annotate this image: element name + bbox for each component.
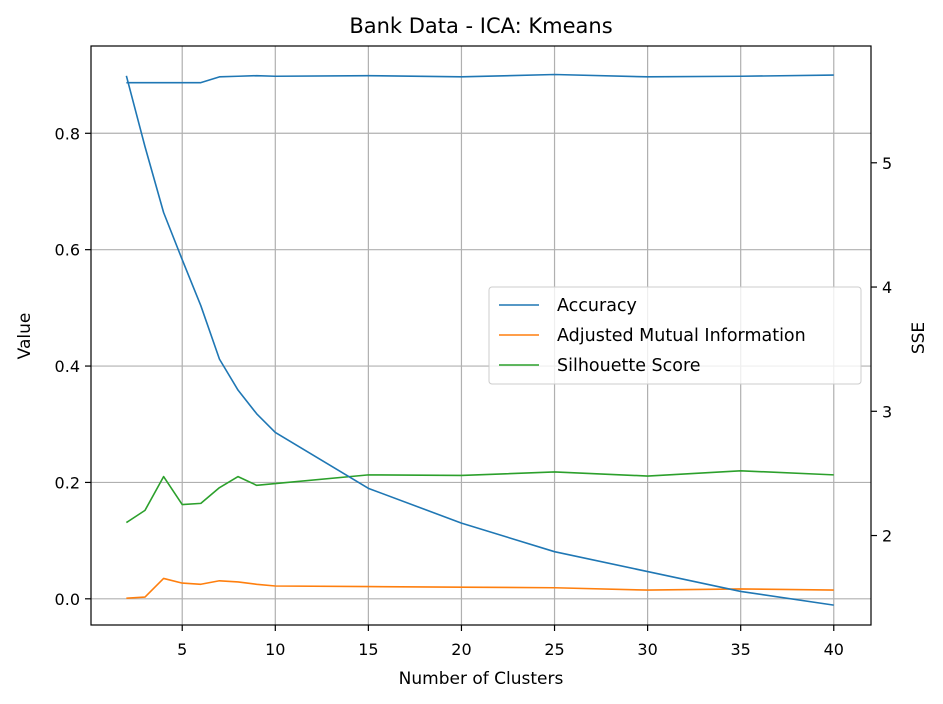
y2-tick-label: 4: [882, 278, 892, 297]
y2-tick-label: 5: [882, 154, 892, 173]
x-tick-label: 15: [358, 640, 378, 659]
series-line-sse: [125, 75, 834, 606]
x-tick-label: 10: [265, 640, 285, 659]
legend-label-silhouette-score: Silhouette Score: [557, 356, 701, 376]
x-axis-label: Number of Clusters: [399, 669, 564, 689]
series-line-adjusted-mutual-information: [126, 577, 834, 600]
x-tick-label: 40: [824, 640, 844, 659]
y-tick-label: 0.6: [55, 241, 80, 260]
y-tick-label: 0.0: [55, 590, 80, 609]
y2-tick-label: 2: [882, 527, 892, 546]
legend-label-accuracy: Accuracy: [557, 296, 637, 316]
y2-axis-label: SSE: [909, 322, 929, 354]
y2-tick-label: 3: [882, 402, 892, 421]
y-axis-label: Value: [15, 313, 35, 360]
series-line-silhouette-score: [125, 469, 834, 524]
x-tick-label: 35: [731, 640, 751, 659]
legend: Accuracy Adjusted Mutual Information Silho…: [488, 286, 862, 385]
legend-box: [488, 286, 862, 385]
chart-title: Bank Data - ICA: Kmeans: [349, 14, 612, 38]
y-tick-label: 0.4: [55, 357, 80, 376]
x-tick-label: 20: [451, 640, 471, 659]
x-tick-label: 5: [177, 640, 187, 659]
series-line-accuracy: [126, 73, 834, 84]
series-group: [125, 73, 834, 606]
y-axis: 0.0 0.2 0.4 0.6 0.8: [55, 124, 91, 609]
y-tick-label: 0.8: [55, 124, 80, 143]
y2-axis: 2 3 4 5: [871, 154, 892, 546]
legend-label-adjusted-mutual-information: Adjusted Mutual Information: [557, 326, 806, 346]
x-tick-label: 30: [637, 640, 657, 659]
x-tick-label: 25: [544, 640, 564, 659]
y-tick-label: 0.2: [55, 473, 80, 492]
plot-frame: [90, 45, 872, 626]
x-axis: 5 10 15 20 25 30 35 40: [177, 625, 844, 659]
